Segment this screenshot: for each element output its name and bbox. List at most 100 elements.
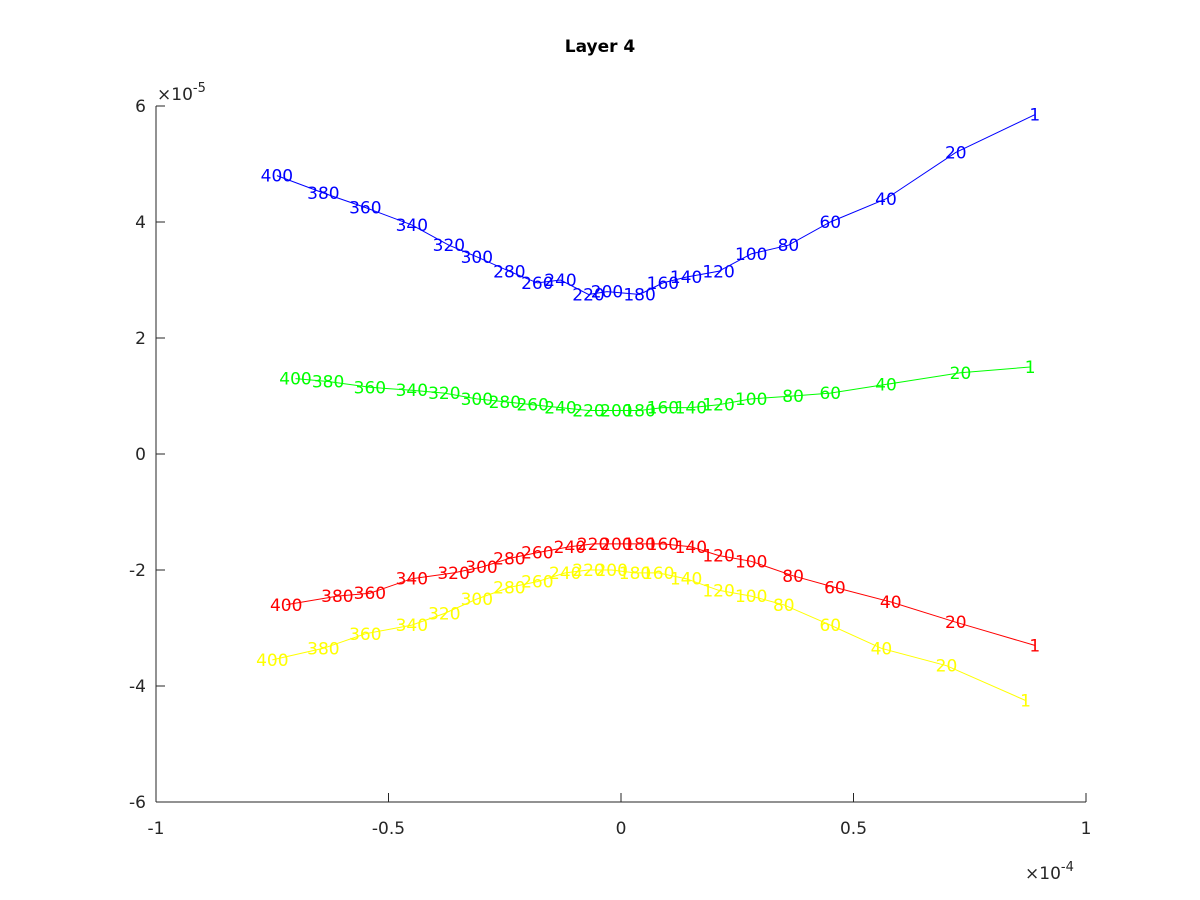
point-label: 20 bbox=[936, 657, 958, 677]
point-label: 160 bbox=[642, 564, 674, 584]
point-label: 380 bbox=[312, 373, 344, 393]
point-label: 80 bbox=[778, 236, 800, 256]
y-tick-label: 2 bbox=[135, 329, 146, 349]
point-label: 40 bbox=[880, 593, 902, 613]
point-label: 260 bbox=[521, 544, 553, 564]
series-line bbox=[286, 543, 1035, 646]
point-label: 340 bbox=[396, 570, 428, 590]
point-label: 160 bbox=[647, 274, 679, 294]
point-label: 400 bbox=[261, 167, 293, 187]
point-label: 260 bbox=[521, 274, 553, 294]
x-tick-label: -1 bbox=[148, 819, 165, 839]
series-1: 1204060801001201401601802002202402602803… bbox=[261, 106, 1041, 306]
x-exponent-power: -4 bbox=[1061, 860, 1074, 875]
point-label: 1 bbox=[1029, 106, 1040, 126]
series-4: 1204060801001201401601802002202402602803… bbox=[256, 561, 1031, 712]
point-label: 200 bbox=[595, 561, 627, 581]
point-label: 60 bbox=[824, 578, 846, 598]
series-line bbox=[276, 114, 1036, 296]
point-label: 280 bbox=[493, 549, 525, 569]
point-label: 400 bbox=[256, 651, 288, 671]
series-3: 1204060801001201401601802002202402602803… bbox=[270, 535, 1040, 657]
point-label: 100 bbox=[735, 587, 767, 607]
y-tick-label: 6 bbox=[135, 97, 146, 117]
point-label: 220 bbox=[577, 535, 609, 555]
x-tick-label: -0.5 bbox=[372, 819, 405, 839]
point-label: 100 bbox=[735, 390, 767, 410]
series-line bbox=[295, 366, 1031, 411]
point-label: 120 bbox=[702, 581, 734, 601]
point-label: 280 bbox=[493, 578, 525, 598]
point-label: 340 bbox=[396, 216, 428, 236]
point-label: 120 bbox=[702, 262, 734, 282]
y-exponent-power: -5 bbox=[193, 81, 206, 96]
point-label: 320 bbox=[433, 236, 465, 256]
point-label: 120 bbox=[702, 396, 734, 416]
point-label: 360 bbox=[349, 199, 381, 219]
y-tick-label: -2 bbox=[129, 561, 146, 581]
point-label: 200 bbox=[600, 402, 632, 422]
chart-title: Layer 4 bbox=[565, 37, 636, 57]
point-label: 80 bbox=[782, 567, 804, 587]
point-label: 380 bbox=[321, 587, 353, 607]
point-label: 240 bbox=[544, 399, 576, 419]
point-label: 300 bbox=[461, 390, 493, 410]
point-label: 40 bbox=[875, 375, 897, 395]
point-label: 200 bbox=[600, 535, 632, 555]
point-label: 80 bbox=[773, 596, 795, 616]
point-label: 360 bbox=[354, 378, 386, 398]
point-label: 60 bbox=[819, 384, 841, 404]
x-exponent-times: × bbox=[1025, 864, 1039, 884]
point-label: 60 bbox=[819, 616, 841, 636]
point-label: 240 bbox=[544, 271, 576, 291]
y-tick-label: 4 bbox=[135, 213, 146, 233]
point-label: 180 bbox=[623, 286, 655, 306]
y-tick-label: -6 bbox=[129, 793, 146, 813]
x-tick-label: 0 bbox=[616, 819, 627, 839]
point-label: 20 bbox=[945, 143, 967, 163]
y-exponent-label: ×10-5 bbox=[157, 81, 206, 105]
point-label: 180 bbox=[623, 535, 655, 555]
point-label: 400 bbox=[279, 370, 311, 390]
point-label: 140 bbox=[670, 268, 702, 288]
point-label: 260 bbox=[516, 396, 548, 416]
point-label: 240 bbox=[554, 538, 586, 558]
point-label: 140 bbox=[675, 538, 707, 558]
point-label: 100 bbox=[735, 245, 767, 265]
point-label: 180 bbox=[623, 402, 655, 422]
point-label: 160 bbox=[647, 535, 679, 555]
y-exponent-base: 10 bbox=[171, 85, 193, 105]
point-label: 140 bbox=[675, 399, 707, 419]
point-label: 140 bbox=[670, 570, 702, 590]
point-label: 300 bbox=[461, 248, 493, 268]
point-label: 1 bbox=[1029, 636, 1040, 656]
point-label: 280 bbox=[493, 262, 525, 282]
point-label: 1 bbox=[1025, 358, 1036, 378]
point-label: 80 bbox=[782, 387, 804, 407]
point-label: 340 bbox=[396, 616, 428, 636]
y-tick-label: -4 bbox=[129, 677, 146, 697]
tick-layer: -1 -0.5 0 0.5 1 -6 -4 -2 0 2 4 6 bbox=[129, 97, 1091, 839]
point-label: 220 bbox=[572, 286, 604, 306]
point-label: 40 bbox=[875, 190, 897, 210]
point-label: 180 bbox=[619, 564, 651, 584]
x-exponent-base: 10 bbox=[1039, 864, 1061, 884]
point-label: 320 bbox=[437, 564, 469, 584]
series-layer: 1204060801001201401601802002202402602803… bbox=[256, 106, 1040, 712]
point-label: 360 bbox=[354, 584, 386, 604]
point-label: 40 bbox=[871, 639, 893, 659]
point-label: 380 bbox=[307, 184, 339, 204]
point-label: 20 bbox=[945, 613, 967, 633]
series-2: 1204060801001201401601802002202402602803… bbox=[279, 358, 1035, 422]
point-label: 360 bbox=[349, 625, 381, 645]
plot-area: 1204060801001201401601802002202402602803… bbox=[129, 97, 1091, 839]
point-label: 300 bbox=[461, 590, 493, 610]
point-label: 400 bbox=[270, 596, 302, 616]
point-label: 240 bbox=[549, 564, 581, 584]
x-tick-label: 0.5 bbox=[840, 819, 867, 839]
point-label: 280 bbox=[489, 393, 521, 413]
x-exponent-label: ×10-4 bbox=[1025, 860, 1074, 884]
y-tick-label: 0 bbox=[135, 445, 146, 465]
point-label: 380 bbox=[307, 639, 339, 659]
